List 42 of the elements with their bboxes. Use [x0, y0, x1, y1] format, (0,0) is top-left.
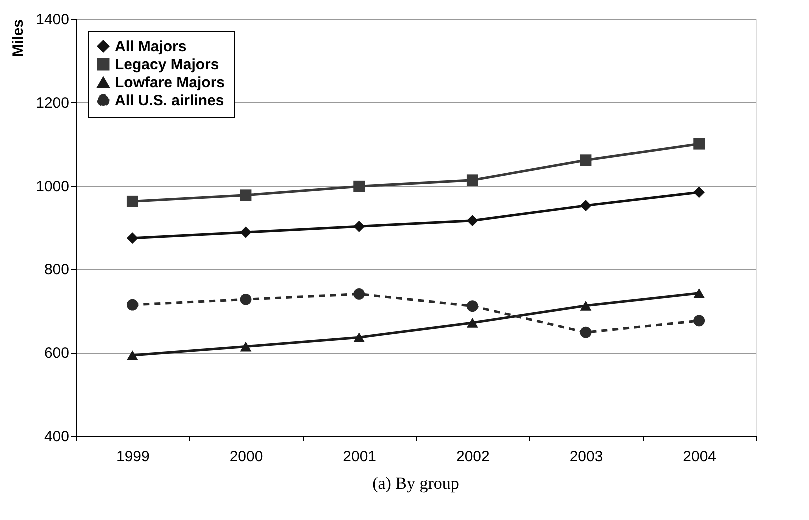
- point: [694, 288, 706, 298]
- point: [126, 350, 138, 360]
- point: [354, 220, 366, 232]
- y-tick-label: 1200: [36, 94, 70, 112]
- x-tick-label: 1999: [116, 448, 150, 466]
- legend-label: Lowfare Majors: [115, 74, 226, 92]
- point: [354, 332, 366, 343]
- point: [580, 300, 592, 311]
- point: [126, 232, 138, 244]
- y-tick-label: 800: [44, 262, 70, 279]
- point: [580, 200, 592, 212]
- point: [354, 288, 366, 300]
- point: [694, 315, 706, 327]
- point: [466, 215, 478, 227]
- point: [694, 138, 706, 150]
- point: [240, 342, 252, 352]
- point: [694, 186, 706, 198]
- point: [126, 196, 138, 208]
- y-tick-label: 400: [44, 428, 70, 446]
- x-tick-label: 2001: [343, 448, 377, 466]
- point: [580, 154, 592, 166]
- text: (a) By group: [372, 474, 460, 493]
- x-tick-label: 2004: [683, 448, 717, 466]
- point: [240, 226, 252, 238]
- legend-label: All Majors: [115, 38, 187, 56]
- y-tick-label: 1400: [36, 12, 70, 28]
- legend-label: All U.S. airlines: [115, 92, 224, 110]
- y-axis-title: Miles: [10, 20, 28, 58]
- x-tick-label: 2000: [230, 448, 264, 466]
- point: [466, 300, 478, 312]
- legend-label: Legacy Majors: [115, 56, 220, 74]
- point: [580, 326, 592, 338]
- x-tick-label: 2002: [456, 448, 490, 466]
- y-tick-label: 600: [44, 345, 70, 362]
- point: [466, 318, 478, 328]
- point: [466, 174, 478, 186]
- x-tick-label: 2003: [570, 448, 604, 466]
- point: [240, 294, 252, 306]
- y-tick-label: 1000: [36, 178, 70, 196]
- point: [354, 180, 366, 192]
- point: [126, 299, 138, 311]
- point: [240, 190, 252, 202]
